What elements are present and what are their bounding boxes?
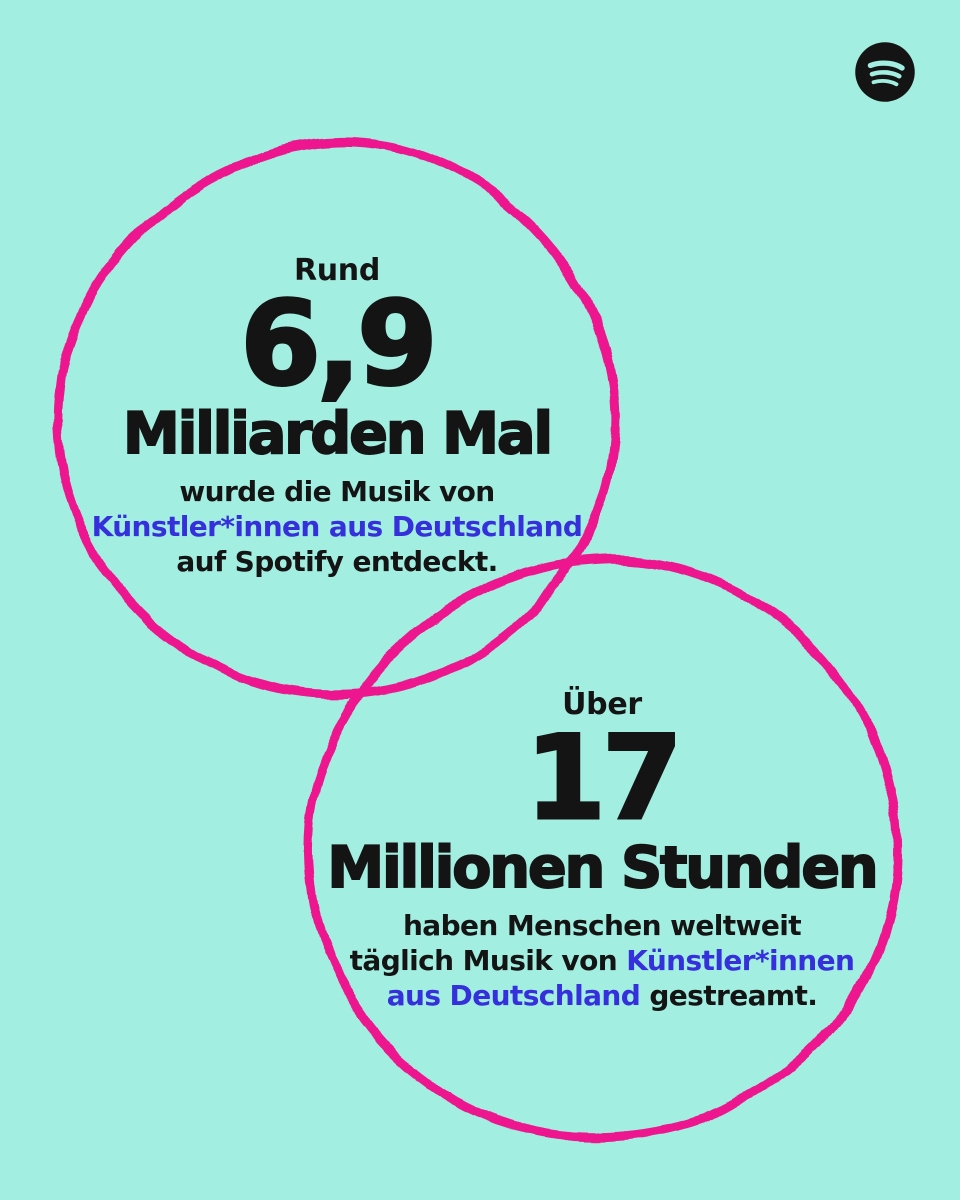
stat2-line1: haben Menschen weltweit (402, 909, 802, 942)
stat-block-discoveries: Rund 6,9 Milliarden Mal wurde die Musik … (47, 252, 627, 579)
stat1-circle-outline (53, 137, 619, 699)
stat1-line3: auf Spotify entdeckt. (176, 545, 498, 578)
stat2-circle-outline (304, 555, 901, 1141)
stat2-line2-highlight: Künstler*innen (626, 944, 855, 977)
stat2-line2-prefix: täglich Musik von (349, 944, 627, 977)
stat2-description: haben Menschen weltweit täglich Musik von… (312, 908, 892, 1013)
stat2-number: 17 (524, 711, 684, 846)
stat1-number: 6,9 (239, 277, 440, 412)
spotify-icon (855, 42, 915, 102)
stat2-intro: Über (562, 687, 642, 722)
stat2-line3-highlight: aus Deutschland (386, 979, 641, 1012)
stat1-unit: Milliarden Mal (122, 401, 554, 467)
spotify-logo (854, 41, 916, 103)
stat1-intro: Rund (293, 253, 381, 288)
stat-block-streaming-hours: Über 17 Millionen Stunden haben Menschen… (312, 686, 892, 1013)
stat1-line1: wurde die Musik von (179, 475, 495, 508)
stat1-line2-highlight: Künstler*innen aus Deutschland (91, 510, 583, 543)
stat2-line3-suffix: gestreamt. (640, 979, 818, 1012)
stat2-unit: Millionen Stunden (326, 835, 879, 901)
stat1-description: wurde die Musik von Künstler*innen aus De… (47, 474, 627, 579)
